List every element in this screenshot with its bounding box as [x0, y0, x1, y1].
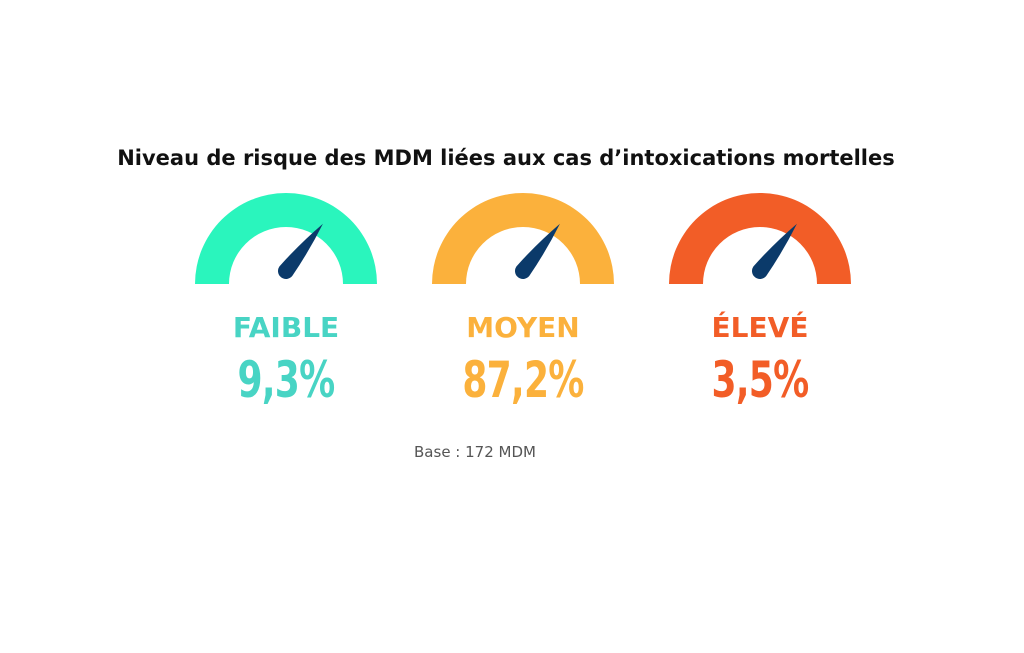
gauge-moyen-value: 87,2%: [462, 351, 584, 409]
gauge-faible-dial: [195, 193, 377, 284]
gauge-eleve: ÉLEVÉ 3,5%: [669, 193, 851, 653]
gauge-faible-needle: [278, 223, 323, 279]
gauge-moyen: MOYEN 87,2%: [432, 193, 614, 653]
base-note: Base : 172 MDM: [414, 443, 536, 461]
gauge-moyen-needle: [515, 223, 560, 279]
gauge-eleve-value: 3,5%: [711, 351, 810, 409]
gauge-faible: FAIBLE 9,3%: [195, 193, 377, 653]
gauge-moyen-arc: [432, 193, 614, 284]
gauge-moyen-label: MOYEN: [466, 311, 580, 344]
gauge-eleve-arc: [669, 193, 851, 284]
gauge-faible-label: FAIBLE: [232, 311, 340, 344]
gauge-faible-arc: [195, 193, 377, 284]
gauge-eleve-dial: [669, 193, 851, 284]
gauge-eleve-needle: [752, 223, 797, 279]
gauge-eleve-label: ÉLEVÉ: [711, 311, 809, 344]
chart-title: Niveau de risque des MDM liées aux cas d…: [117, 146, 895, 170]
gauge-moyen-dial: [432, 193, 614, 284]
gauge-faible-value: 9,3%: [237, 351, 336, 409]
